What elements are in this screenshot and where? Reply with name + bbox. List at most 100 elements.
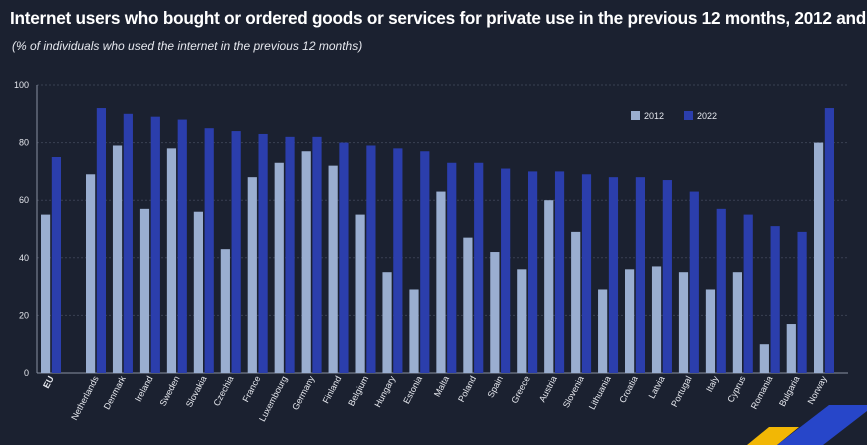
bar-2012-poland [463,237,473,373]
category-label: Portugal [669,374,694,408]
bar-2012-cyprus [732,272,742,373]
bar-2022-france [258,133,268,373]
category-label: Sweden [158,374,182,407]
y-tick-label: 100 [14,80,29,90]
bar-2012-greece [517,269,527,373]
category-label: Latvia [647,374,667,400]
category-label: Bulgaria [777,374,801,408]
bar-2012-eu [41,214,51,373]
category-label: Italy [704,374,721,394]
category-label: Norway [806,374,829,406]
bar-2022-croatia [635,177,645,373]
category-label: Germany [290,374,316,412]
chart-subtitle: (% of individuals who used the internet … [12,39,363,53]
category-label: Slovenia [561,374,586,409]
bar-2022-malta [447,162,457,373]
bar-2022-cyprus [743,214,753,373]
bar-2022-italy [716,208,726,373]
bar-2022-ireland [150,116,160,374]
legend-label-2022: 2022 [697,111,717,121]
eurostat-corner-decoration [747,405,867,445]
bar-2012-denmark [112,145,123,373]
bar-2022-czechia [231,131,241,373]
bar-2012-portugal [678,272,689,373]
bar-2012-netherlands [86,174,96,373]
bar-2012-romania [759,344,769,373]
bar-2022-estonia [420,151,430,373]
bar-2012-spain [490,252,500,373]
y-tick-label: 80 [19,138,29,148]
bar-2012-estonia [409,289,419,373]
bar-2012-hungary [382,272,392,373]
category-label: Belgium [346,374,370,407]
category-label: Poland [456,374,478,403]
bar-2012-luxembourg [274,162,284,373]
yellow-stripe-shape [747,427,799,445]
bar-2012-latvia [651,266,662,373]
bar-2012-slovenia [571,231,581,373]
bar-2022-austria [554,171,565,373]
category-label: Denmark [102,374,128,411]
bar-2012-sweden [166,148,177,373]
bar-2012-france [247,177,257,373]
bar-2022-sweden [177,119,187,373]
bar-2012-malta [436,191,446,373]
bar-2012-lithuania [598,289,608,373]
bar-2022-romania [770,226,780,373]
bar-2022-slovakia [204,128,214,373]
category-label: Cyprus [725,374,747,404]
bar-2022-portugal [689,191,699,373]
category-label: Finland [321,374,344,405]
bar-2022-luxembourg [285,136,295,373]
legend-label-2012: 2012 [644,111,664,121]
bar-2022-lithuania [608,177,619,373]
category-label: Czechia [211,374,235,407]
category-label: France [240,374,262,403]
bar-2022-latvia [662,180,672,373]
chart-title: Internet users who bought or ordered goo… [10,8,867,28]
bar-2012-finland [328,165,338,373]
legend-swatch-2012 [631,111,640,120]
bar-2012-belgium [355,214,365,373]
bar-2012-italy [705,289,716,373]
category-label: Hungary [372,374,397,409]
category-label: Luxembourg [257,374,289,423]
category-label: Austria [537,374,559,403]
category-label: Slovakia [184,374,209,409]
category-label: Croatia [617,374,639,404]
category-label: Ireland [133,374,155,403]
bar-2012-bulgaria [786,324,796,373]
bar-2012-ireland [139,208,150,373]
bar-2022-bulgaria [797,231,807,373]
bar-2012-germany [301,151,311,373]
category-label: Netherlands [69,374,101,422]
bar-2022-greece [528,171,538,373]
category-label: Malta [432,374,451,398]
bar-2022-finland [339,142,349,373]
category-label: Estonia [401,374,424,405]
category-label: Greece [509,374,532,405]
bar-2012-czechia [220,249,230,373]
bar-2022-netherlands [96,108,106,373]
category-label: Spain [485,374,505,399]
bar-2022-slovenia [581,174,592,373]
bar-2012-croatia [625,269,635,373]
legend-swatch-2022 [684,111,693,120]
bar-2012-austria [544,200,554,373]
bar-2022-norway [824,108,834,373]
bar-2012-slovakia [193,211,203,373]
category-label: EU [41,374,56,390]
y-tick-label: 20 [19,310,29,320]
blue-stripe-shape [777,405,867,445]
y-tick-label: 60 [19,195,29,205]
bar-2012-norway [814,142,824,373]
bar-2022-denmark [123,113,133,374]
bar-2022-eu [51,157,61,373]
bar-2022-belgium [366,145,376,373]
y-tick-label: 40 [19,253,29,263]
bar-2022-germany [312,136,322,373]
bar-2022-spain [501,168,511,373]
bar-2022-poland [474,162,484,373]
category-label: Lithuania [587,374,613,411]
